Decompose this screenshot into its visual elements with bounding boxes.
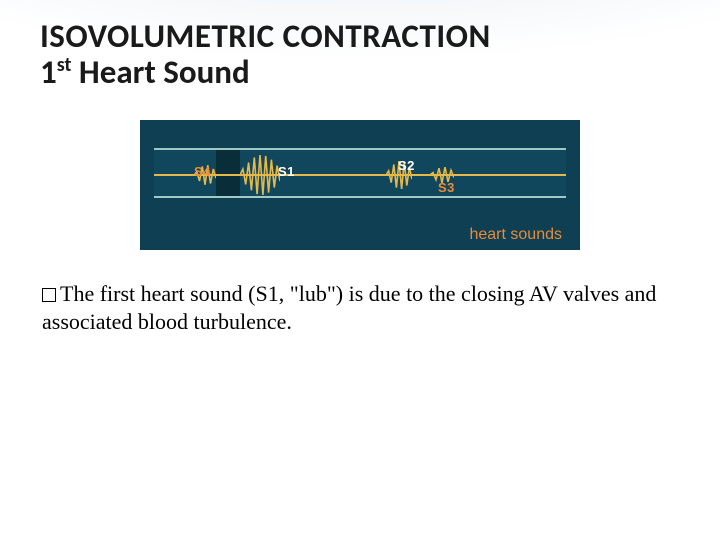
diagram-caption: heart sounds [469,226,562,244]
title-line-2: 1st Heart Sound [40,54,491,90]
waveform-burst [240,150,280,200]
heart-sounds-diagram: S4 S1 S2 S3 heart sounds [140,120,580,250]
sound-label-s4: S4 [194,164,211,179]
s1-highlight-band [216,150,240,196]
title-line-1: ISOVOLUMETRIC CONTRACTION [40,18,491,54]
waveform-track: S4 S1 S2 S3 [154,148,566,198]
title-ordinal-num: 1 [40,52,57,92]
body-text-content: The first heart sound (S1, "lub") is due… [42,281,656,334]
title-ordinal-suffix: st [57,53,72,77]
sound-label-s2: S2 [398,158,415,173]
title-rest: Heart Sound [71,52,249,92]
bullet-square-icon [42,288,56,302]
slide-title: ISOVOLUMETRIC CONTRACTION 1st Heart Soun… [40,18,491,91]
body-paragraph: The first heart sound (S1, "lub") is due… [42,280,662,335]
sound-label-s1: S1 [278,164,295,179]
sound-label-s3: S3 [438,180,455,195]
